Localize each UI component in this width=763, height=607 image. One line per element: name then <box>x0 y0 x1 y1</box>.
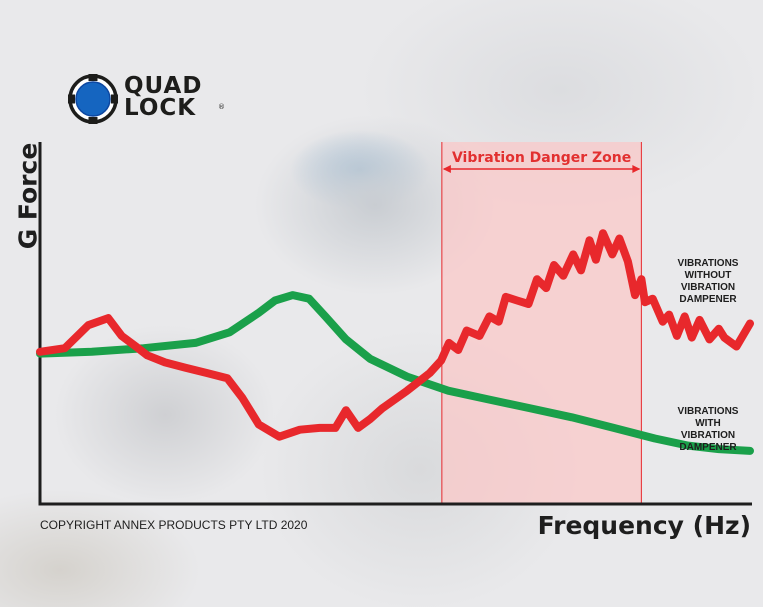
logo-wordmark: QUAD LOCK <box>124 73 203 121</box>
y-axis-title: G Force <box>13 142 43 250</box>
quad-lock-logo: QUAD LOCK ® <box>68 74 228 126</box>
danger-zone-arrow-left <box>442 165 451 173</box>
x-axis-title: Frequency (Hz) <box>537 511 751 540</box>
copyright-notice: COPYRIGHT ANNEX PRODUCTS PTY LTD 2020 <box>40 518 308 532</box>
series-line-with-dampener <box>36 291 754 455</box>
danger-zone-arrow-right <box>632 165 641 173</box>
series-label-with-dampener: VIBRATIONS WITH VIBRATION DAMPENER <box>677 406 739 453</box>
danger-zone-label: Vibration Danger Zone <box>452 150 631 166</box>
series-line-without-dampener <box>36 229 754 441</box>
registered-mark: ® <box>218 103 225 111</box>
danger-zone-region <box>441 142 642 504</box>
series-label-without-dampener: VIBRATIONS WITHOUT VIBRATION DAMPENER <box>677 258 739 305</box>
quad-lock-logo-icon <box>68 74 118 124</box>
